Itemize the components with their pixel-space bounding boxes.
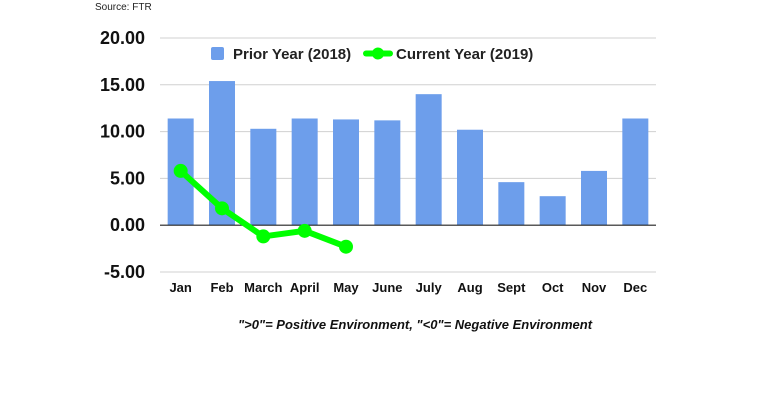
bar-prior-dec bbox=[622, 118, 649, 226]
point-current-feb bbox=[215, 201, 229, 216]
current-year-line bbox=[173, 163, 353, 254]
bar-prior-april bbox=[291, 118, 318, 226]
x-tick-label: Aug bbox=[457, 280, 482, 295]
y-tick-label: -5.00 bbox=[104, 262, 145, 282]
legend-swatch-current-dot bbox=[372, 47, 384, 60]
point-current-jan bbox=[173, 163, 188, 178]
bar-prior-sept bbox=[498, 182, 525, 226]
x-tick-label: March bbox=[244, 280, 282, 295]
y-tick-label: 10.00 bbox=[100, 122, 145, 142]
bar-prior-nov bbox=[581, 170, 607, 226]
x-tick-label: Sept bbox=[497, 280, 526, 295]
bar-prior-aug bbox=[457, 129, 483, 226]
x-tick-label: Jan bbox=[169, 280, 191, 295]
legend-label-prior: Prior Year (2018) bbox=[233, 46, 351, 63]
y-tick-label: 15.00 bbox=[100, 75, 145, 95]
point-current-march bbox=[256, 229, 271, 244]
y-tick-label: 0.00 bbox=[110, 215, 145, 235]
source-note: Source: FTR bbox=[95, 2, 152, 13]
bar-prior-july bbox=[415, 94, 442, 226]
y-tick-label: 20.00 bbox=[100, 28, 145, 48]
point-current-april bbox=[297, 223, 312, 238]
footnote: ">0"= Positive Environment, "<0"= Negati… bbox=[237, 317, 593, 332]
x-tick-label: May bbox=[333, 280, 359, 295]
x-tick-label: June bbox=[372, 280, 402, 295]
legend-swatch-prior bbox=[211, 47, 224, 60]
legend: Prior Year (2018) Current Year (2019) bbox=[211, 46, 533, 63]
x-tick-label: July bbox=[416, 280, 443, 295]
y-tick-label: 5.00 bbox=[110, 168, 145, 188]
bar-prior-june bbox=[374, 120, 401, 226]
x-tick-label: Nov bbox=[582, 280, 607, 295]
x-tick-label: Oct bbox=[542, 280, 564, 295]
bar-prior-may bbox=[333, 119, 359, 226]
bar-prior-march bbox=[250, 128, 277, 226]
gridlines bbox=[160, 37, 656, 273]
bars bbox=[167, 81, 649, 226]
x-tick-label: Dec bbox=[623, 280, 647, 295]
y-axis-ticks: 20.00 15.00 10.00 5.00 0.00 -5.00 bbox=[100, 28, 145, 282]
point-current-may bbox=[339, 239, 353, 254]
legend-label-current: Current Year (2019) bbox=[396, 46, 533, 63]
x-tick-label: Feb bbox=[210, 280, 233, 295]
x-axis-ticks: Jan Feb March April May June July Aug Sept Oct Nov… bbox=[169, 280, 647, 295]
x-tick-label: April bbox=[290, 280, 320, 295]
bar-prior-oct bbox=[539, 196, 566, 226]
